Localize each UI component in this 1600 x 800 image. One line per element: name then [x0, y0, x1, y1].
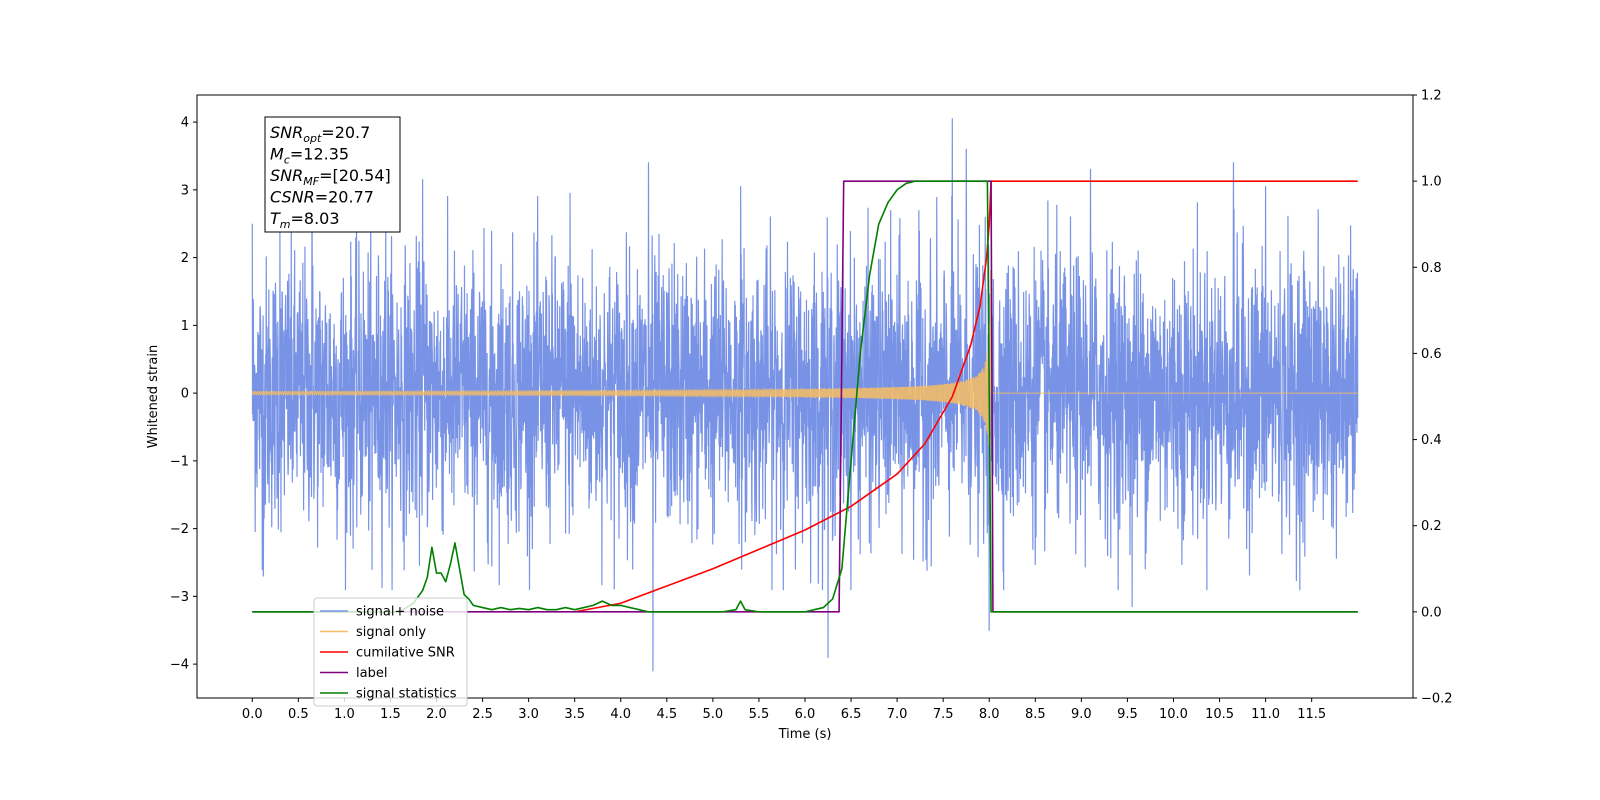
legend-label: signal statistics — [356, 687, 457, 702]
y-tick-label: −1 — [170, 454, 189, 469]
x-tick-label: 11.0 — [1251, 707, 1280, 722]
annotation-symbol: CSNR — [270, 188, 315, 207]
x-tick-label: 0.0 — [242, 707, 263, 722]
annotation-value: =20.77 — [315, 188, 374, 207]
x-tick-label: 5.5 — [749, 707, 770, 722]
y2-tick-label: 1.2 — [1421, 89, 1442, 104]
x-tick-label: 3.0 — [518, 707, 539, 722]
annotation-subscript: m — [280, 218, 291, 231]
annotation-symbol: SNR — [270, 123, 303, 142]
y-tick-label: −2 — [170, 522, 189, 537]
annotation-line: CSNR=20.77 — [270, 188, 374, 207]
y-tick-label: 3 — [181, 183, 189, 198]
y-axis-left: −4 −3 −2 −1 0 1 2 3 4 — [170, 116, 197, 673]
annotation-line: Mc=12.35 — [270, 145, 349, 167]
y2-tick-label: 1.0 — [1421, 175, 1442, 190]
x-tick-label: 6.5 — [841, 707, 862, 722]
annotation-frame — [264, 116, 401, 233]
x-tick-label: 5.0 — [703, 707, 724, 722]
y-axis-label: Whitened strain — [146, 345, 161, 448]
annotation-value: =8.03 — [291, 209, 340, 228]
x-tick-label: 2.0 — [426, 707, 447, 722]
annotation-value: =12.35 — [290, 145, 349, 164]
series-cumilative-snr — [574, 180, 1358, 613]
y-tick-label: 4 — [181, 116, 189, 131]
x-tick-label: 10.5 — [1205, 707, 1234, 722]
annotation-line: SNRopt=20.7 — [270, 123, 370, 145]
annotation-symbol: T — [270, 209, 281, 228]
series-signal-noise — [251, 118, 1359, 672]
legend-frame — [313, 597, 468, 707]
x-tick-label: 10.0 — [1159, 707, 1188, 722]
y2-tick-label: 0.2 — [1421, 519, 1442, 534]
x-tick-label: 7.5 — [933, 707, 954, 722]
annotation-symbol: SNR — [270, 166, 303, 185]
x-tick-label: 11.5 — [1297, 707, 1326, 722]
legend-label: signal+ noise — [356, 605, 444, 620]
annotation-line: SNRMF=[20.54] — [270, 166, 391, 188]
annotation-value: =20.7 — [321, 123, 370, 142]
y2-tick-label: −0.2 — [1421, 692, 1453, 707]
x-tick-label: 2.5 — [472, 707, 493, 722]
annotation-subscript: opt — [303, 132, 322, 145]
legend-label: cumilative SNR — [356, 646, 455, 661]
annotation-symbol: M — [270, 145, 284, 164]
x-tick-label: 4.0 — [610, 707, 631, 722]
series-signal-statistics — [252, 180, 1358, 613]
y-tick-label: −4 — [170, 658, 189, 673]
annotation-box: SNRopt=20.7Mc=12.35SNRMF=[20.54]CSNR=20.… — [264, 116, 401, 233]
x-tick-label: 1.5 — [380, 707, 401, 722]
x-axis: 0.0 0.5 1.0 1.5 2.0 2.5 3.0 3.5 4.0 4.5 5.0 5.5 6.0 6… — [242, 698, 1326, 722]
y-tick-label: 2 — [181, 251, 189, 266]
x-tick-label: 8.0 — [979, 707, 1000, 722]
x-tick-label: 7.0 — [887, 707, 908, 722]
legend-label: label — [356, 666, 387, 681]
x-tick-label: 8.5 — [1025, 707, 1046, 722]
y2-tick-label: 0.4 — [1421, 433, 1442, 448]
y2-tick-label: 0.0 — [1421, 605, 1442, 620]
x-tick-label: 9.0 — [1071, 707, 1092, 722]
series-signal-only — [251, 270, 1358, 482]
y2-tick-label: 0.6 — [1421, 347, 1442, 362]
annotation-value: =[20.54] — [319, 166, 391, 185]
legend-label: signal only — [356, 625, 426, 640]
y-tick-label: −3 — [170, 590, 189, 605]
x-tick-label: 9.5 — [1117, 707, 1138, 722]
x-tick-label: 6.0 — [795, 707, 816, 722]
series-layer — [251, 118, 1359, 672]
y-axis-right: −0.2 0.0 0.2 0.4 0.6 0.8 1.0 1.2 — [1413, 89, 1453, 707]
annotation-line: Tm=8.03 — [270, 209, 340, 231]
annotation-subscript: MF — [303, 175, 319, 188]
y-tick-label: 1 — [181, 319, 189, 334]
legend: signal+ noise signal only cumilative SNR la… — [313, 597, 468, 707]
y2-tick-label: 0.8 — [1421, 261, 1442, 276]
x-tick-label: 3.5 — [564, 707, 585, 722]
x-tick-label: 4.5 — [656, 707, 677, 722]
x-tick-label: 1.0 — [334, 707, 355, 722]
annotation-subscript: c — [284, 154, 290, 167]
x-tick-label: 0.5 — [288, 707, 309, 722]
x-axis-label: Time (s) — [778, 727, 832, 742]
y-tick-label: 0 — [181, 387, 189, 402]
